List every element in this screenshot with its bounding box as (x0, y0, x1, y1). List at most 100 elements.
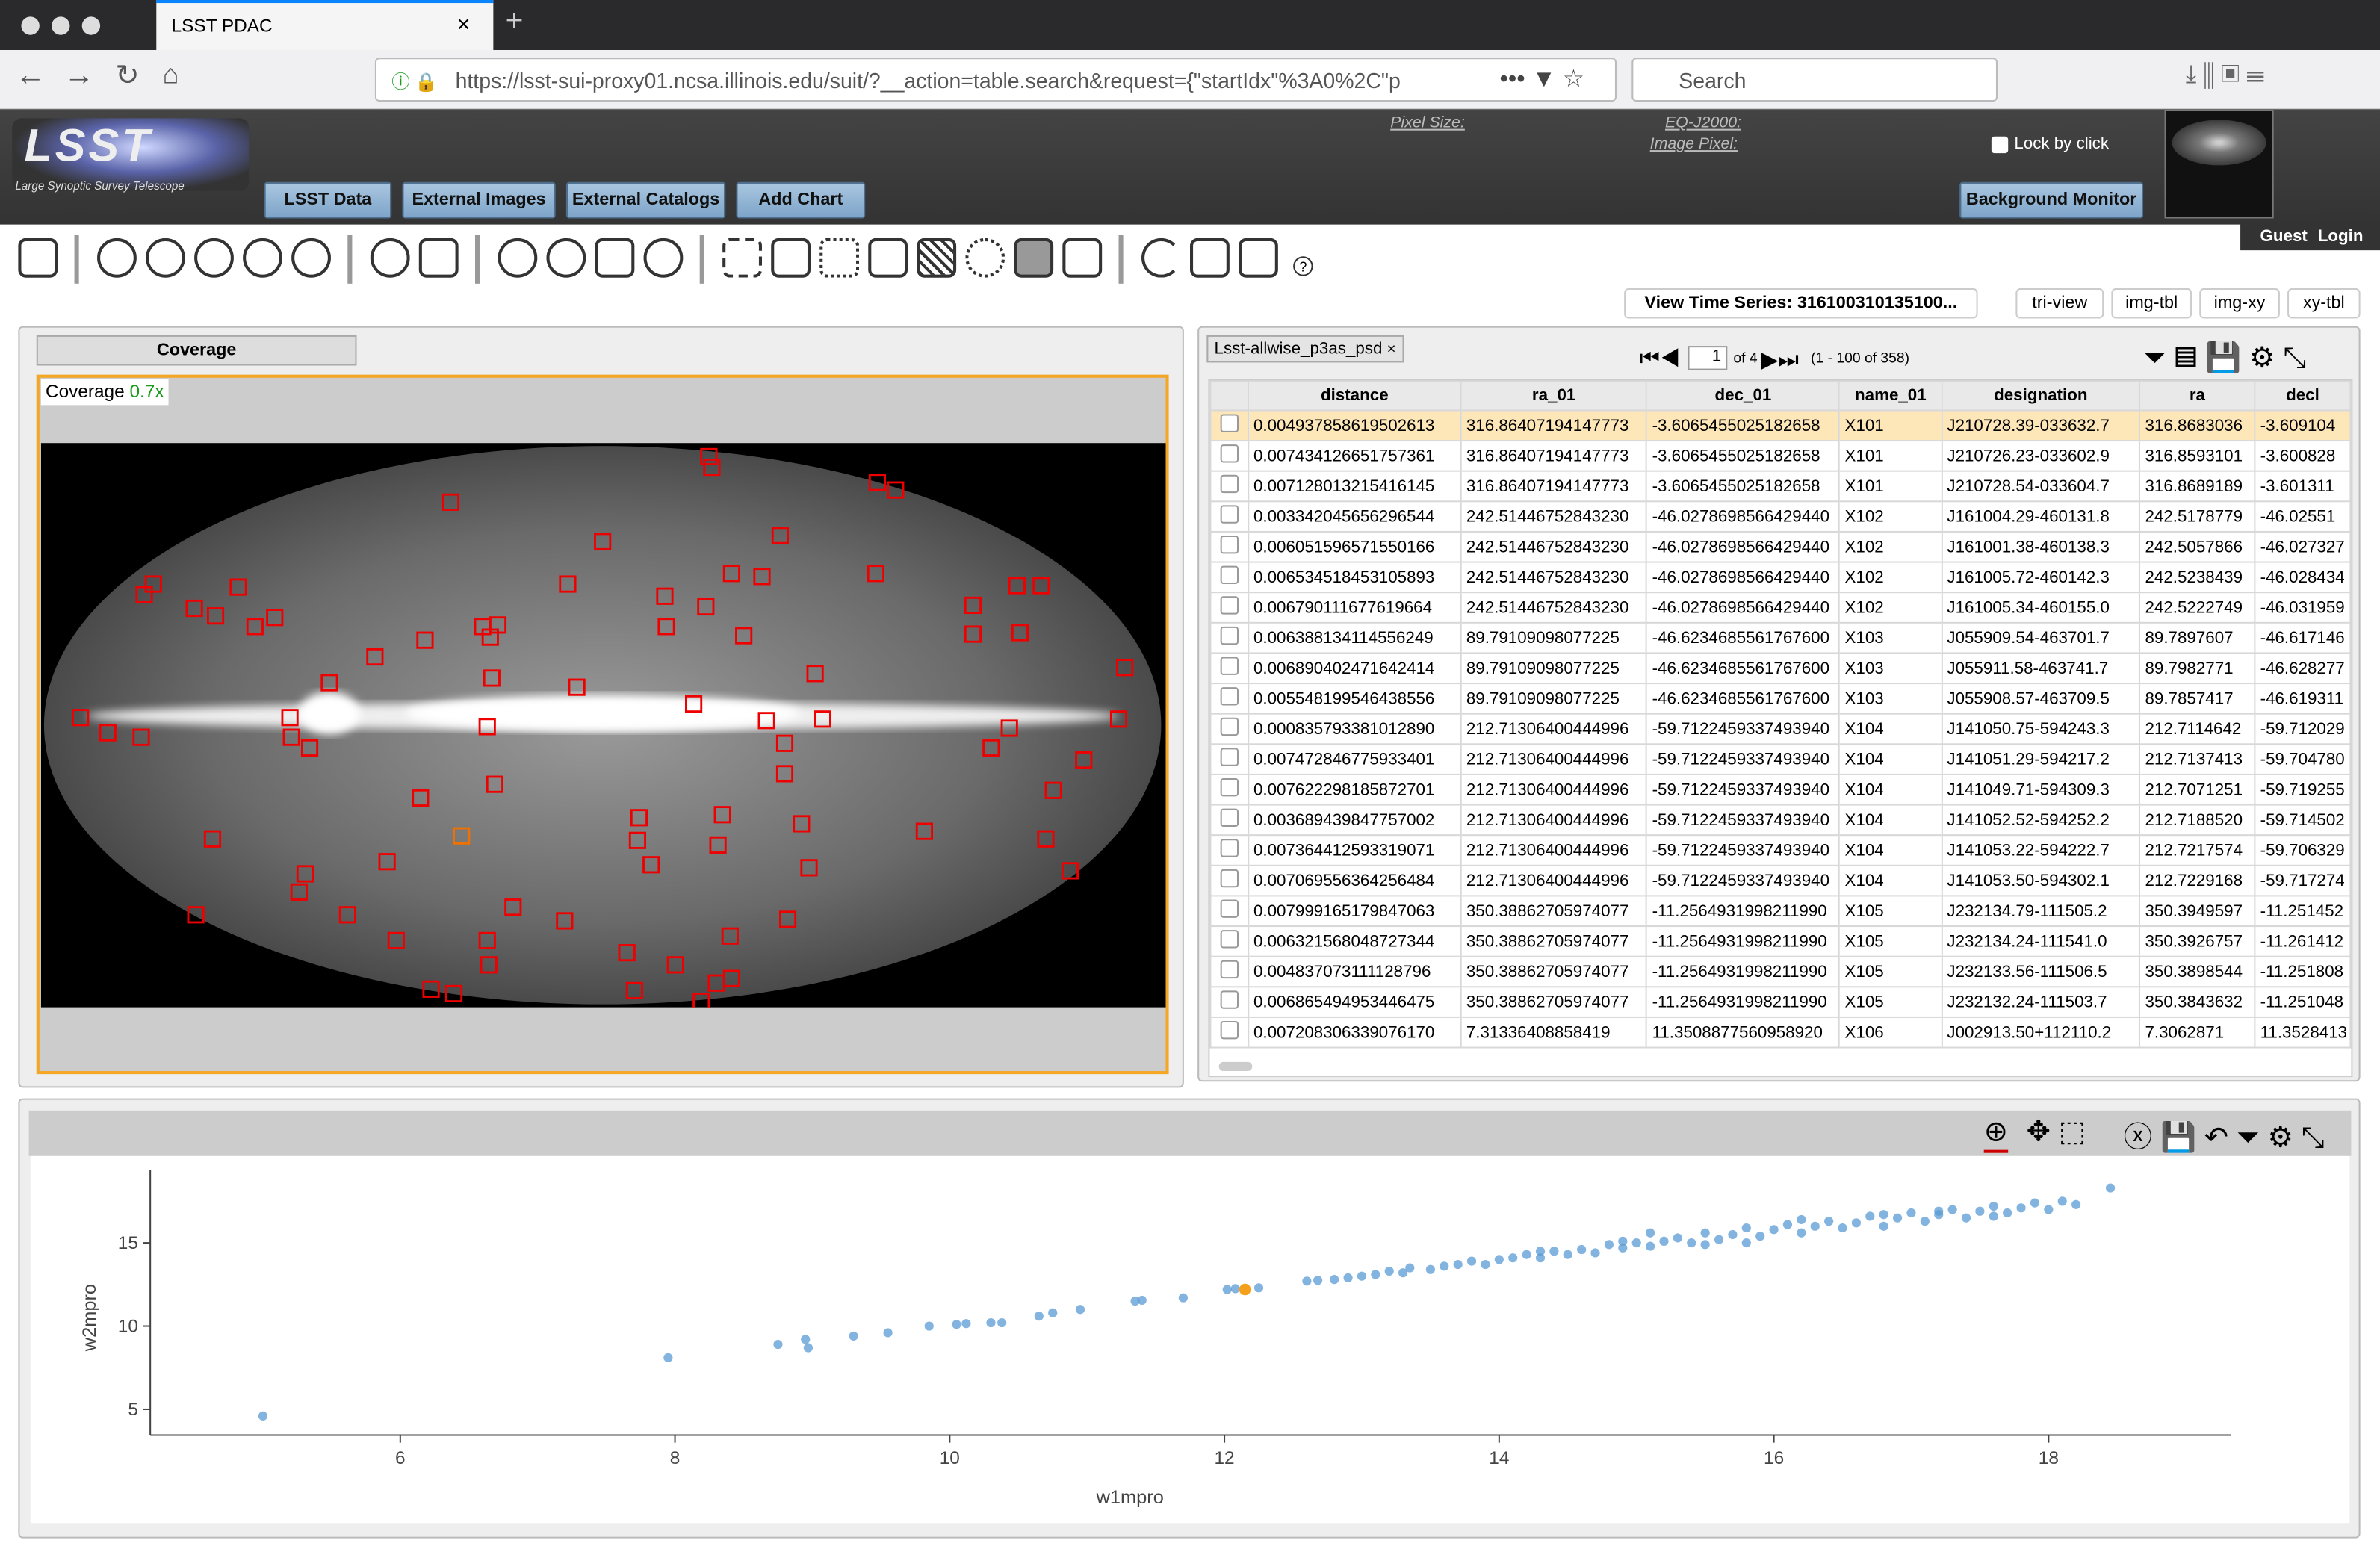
back[interactable]: ← (15, 59, 46, 93)
table-row[interactable]: 0.006890402471642414 89.79109098077225 -46… (1209, 652, 2352, 685)
layout-button[interactable]: xy-tbl (2287, 288, 2361, 319)
menu-button[interactable]: External Catalogs (565, 181, 726, 219)
table-tab[interactable]: Lsst-allwise_p3as_psd × (1206, 335, 1404, 363)
tool-icon[interactable] (498, 238, 538, 278)
table-row[interactable]: 0.006051596571550166 242.51446752843230 -4… (1209, 530, 2352, 563)
table-row[interactable]: 0.007069556364256484 212.71306400444996 -5… (1209, 864, 2352, 897)
tool-icon[interactable] (917, 238, 957, 278)
checkbox[interactable] (1220, 839, 1239, 857)
chart-tool[interactable]: ✥ ⬚ (2026, 1116, 2086, 1149)
checkbox[interactable] (1220, 687, 1239, 706)
help[interactable]: ? (1293, 256, 1313, 276)
menu-button[interactable]: Add Chart (736, 181, 866, 219)
tool-icon[interactable] (771, 238, 811, 278)
table-row[interactable]: 0.007999165179847063 350.38862705974077 -1… (1209, 895, 2352, 928)
table-row[interactable]: 0.006388134114556249 89.79109098077225 -46… (1209, 621, 2352, 654)
checkbox[interactable] (1220, 505, 1239, 524)
table-row[interactable]: 0.003689439847757002 212.71306400444996 -5… (1209, 804, 2352, 837)
tool-icon[interactable] (194, 238, 234, 278)
checkbox[interactable] (1220, 626, 1239, 645)
menu-button[interactable]: External Images (402, 181, 556, 219)
table-row[interactable]: 0.007472846775933401 212.71306400444996 -5… (1209, 743, 2352, 775)
table-row[interactable]: 0.006790111677619664 242.51446752843230 -4… (1209, 592, 2352, 624)
tool-icon[interactable] (595, 238, 635, 278)
tool-icon[interactable] (1141, 238, 1181, 278)
table-row[interactable]: 0.007128013215416145 316.86407194147773 -3… (1209, 470, 2352, 503)
tool-icon[interactable] (643, 238, 684, 278)
browser-tools[interactable]: ⤓ ⫼ ▣ ☰ (2185, 62, 2265, 88)
table-row[interactable]: 0.004837073111128796 350.38862705974077 -1… (1209, 955, 2352, 988)
checkbox[interactable] (1220, 960, 1239, 979)
layout-button[interactable]: img-tbl (2111, 288, 2192, 319)
checkbox[interactable] (1220, 1020, 1239, 1040)
checkbox[interactable] (1220, 536, 1239, 554)
tool-icon[interactable] (243, 238, 282, 278)
login[interactable]: Login (2317, 227, 2364, 246)
table-row[interactable]: 0.005548199546438556 89.79109098077225 -46… (1209, 683, 2352, 715)
tool-icon[interactable] (18, 238, 58, 278)
checkbox[interactable] (1220, 778, 1239, 797)
tool-icon[interactable] (1014, 238, 1054, 278)
coverage-tab[interactable]: Coverage (36, 335, 357, 366)
page-input[interactable]: 1 (1688, 346, 1728, 370)
page-actions[interactable]: ••• ▼ ☆ (1499, 66, 1585, 93)
lock-checkbox[interactable] (1991, 136, 2009, 154)
checkbox[interactable] (1220, 596, 1239, 615)
checkbox[interactable] (1220, 930, 1239, 949)
scrollbar[interactable] (1218, 1061, 1253, 1072)
menu-button[interactable]: LSST Data (264, 181, 392, 219)
tool-icon[interactable] (146, 238, 185, 278)
table-row[interactable]: 0.003342045656296544 242.51446752843230 -4… (1209, 500, 2352, 533)
checkbox[interactable] (1220, 808, 1239, 828)
checkbox[interactable] (1220, 748, 1239, 766)
checkbox[interactable] (1220, 565, 1239, 585)
tool-icon[interactable] (1190, 238, 1230, 278)
table-row[interactable]: 0.007434126651757361 316.86407194147773 -3… (1209, 440, 2352, 472)
layout-button[interactable]: img-xy (2199, 288, 2280, 319)
pager-prev[interactable]: ⏮◀ (1639, 346, 1681, 372)
table-row[interactable]: 0.000835793381012890 212.71306400444996 -5… (1209, 713, 2352, 745)
checkbox[interactable] (1220, 990, 1239, 1009)
checkbox[interactable] (1220, 414, 1239, 432)
tool-icon[interactable] (1239, 238, 1278, 278)
table-row[interactable]: 0.004937858619502613 316.86407194147773 -3… (1209, 409, 2352, 442)
tool-icon[interactable] (370, 238, 410, 278)
tool-icon[interactable] (291, 238, 331, 278)
window-button[interactable] (52, 16, 70, 35)
tool-icon[interactable] (418, 238, 459, 278)
home[interactable]: ⌂ (162, 59, 179, 90)
chart-tool[interactable]: ⊕ (1983, 1115, 2009, 1153)
tool-icon[interactable] (97, 238, 137, 278)
table-tools[interactable]: ⏷ ▤ 💾 ⚙ ⤡ (2143, 343, 2307, 375)
tool-icon[interactable] (722, 238, 763, 278)
tool-icon[interactable] (546, 238, 586, 278)
table-row[interactable]: 0.006321568048727344 350.38862705974077 -1… (1209, 925, 2352, 957)
window-button[interactable] (21, 16, 40, 35)
tool-icon[interactable] (1062, 238, 1103, 278)
tool-icon[interactable] (819, 238, 860, 278)
thumbnail[interactable] (2164, 109, 2274, 219)
checkbox[interactable] (1220, 474, 1239, 494)
new-tab[interactable]: + (505, 4, 524, 38)
chart-tool[interactable]: ⓧ 💾 ↶ ⏷ ⚙ ⤡ (2123, 1123, 2325, 1155)
checkbox[interactable] (1220, 899, 1239, 918)
browser-tab[interactable]: LSST PDAC × (156, 0, 494, 51)
tool-icon[interactable] (965, 238, 1005, 278)
url-box[interactable]: ⓘ 🔒 https://lsst-sui-proxy01.ncsa.illino… (374, 58, 1617, 102)
background-monitor[interactable]: Background Monitor (1959, 181, 2144, 219)
layout-button[interactable]: tri-view (2015, 288, 2104, 319)
table-row[interactable]: 0.006865494953446475 350.38862705974077 -1… (1209, 986, 2352, 1018)
checkbox[interactable] (1220, 657, 1239, 675)
checkbox[interactable] (1220, 869, 1239, 888)
table-row[interactable]: 0.006534518453105893 242.51446752843230 -4… (1209, 561, 2352, 594)
table-row[interactable]: 0.007622298185872701 212.71306400444996 -5… (1209, 773, 2352, 806)
table-row[interactable]: 0.007364412593319071 212.71306400444996 -5… (1209, 834, 2352, 866)
checkbox[interactable] (1220, 444, 1239, 463)
tab-close[interactable]: × (456, 12, 471, 38)
checkbox[interactable] (1220, 717, 1239, 736)
tool-icon[interactable] (868, 238, 908, 278)
search-box[interactable]: Search (1631, 58, 1998, 102)
window-button[interactable] (81, 16, 101, 35)
forward[interactable]: → (63, 59, 94, 93)
reload[interactable]: ↻ (115, 60, 140, 93)
